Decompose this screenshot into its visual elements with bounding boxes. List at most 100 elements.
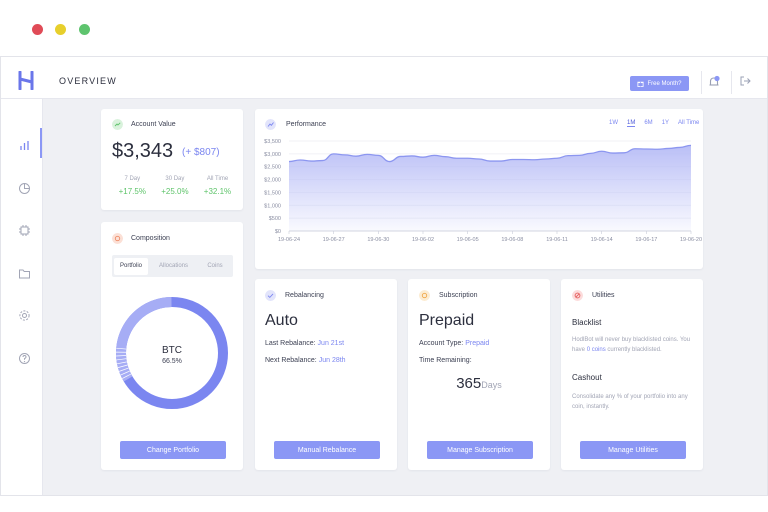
period-value: +17.5%	[118, 187, 146, 196]
tab-allocations[interactable]: Allocations	[158, 263, 188, 269]
composition-donut[interactable]	[115, 296, 229, 410]
composition-tabs: Portfolio Allocations Coins	[112, 255, 233, 277]
hodlbot-logo-icon[interactable]	[18, 71, 34, 90]
donut-slice-divider	[120, 370, 130, 376]
sidebar-item-overview-chart-bars-icon[interactable]	[18, 139, 31, 152]
sidebar-item-help-icon[interactable]	[18, 352, 31, 365]
y-tick-label: $2,500	[264, 165, 281, 171]
account-type-value: Prepaid	[465, 340, 490, 347]
time-remaining-value-row: 365Days	[408, 375, 550, 393]
range-all-time[interactable]: All Time	[678, 120, 700, 126]
donut-slice-divider	[118, 367, 129, 372]
period-value: +32.1%	[203, 187, 232, 196]
tab-coins[interactable]: Coins	[207, 263, 223, 269]
account-value-title: Account Value	[131, 121, 176, 128]
subscription-title: Subscription	[439, 292, 478, 299]
donut-center-coin: BTC	[162, 345, 182, 356]
performance-range-tabs: 1W 1M 6M 1Y All Time	[609, 120, 699, 127]
notification-bell-icon[interactable]	[707, 75, 721, 89]
donut-slice-divider	[116, 347, 127, 350]
check-icon	[265, 290, 276, 301]
free-month-label: Free Month?	[647, 80, 682, 87]
x-tick-label: 19-06-02	[412, 237, 434, 243]
next-rebalance-value: Jun 28th	[318, 357, 346, 364]
time-remaining-value: 365	[456, 375, 482, 392]
logout-icon[interactable]	[739, 75, 751, 87]
free-month-button[interactable]: Free Month?	[630, 76, 689, 91]
time-remaining-unit: Days	[481, 380, 502, 390]
donut-slice-divider	[116, 355, 127, 357]
x-tick-label: 19-06-17	[635, 237, 657, 243]
tab-portfolio[interactable]: Portfolio	[114, 257, 148, 275]
manage-utilities-button[interactable]: Manage Utilities	[580, 441, 686, 459]
rebalancing-card: Rebalancing Auto Last Rebalance: Jun 21s…	[255, 279, 397, 470]
x-tick-label: 19-06-30	[367, 237, 389, 243]
blacklist-coins-link[interactable]: 0 coins	[586, 347, 606, 353]
subscription-icon	[419, 290, 430, 301]
period-7-day: 7 Day +17.5%	[111, 176, 154, 196]
period-value: +25.0%	[161, 187, 189, 196]
sidebar-active-indicator	[40, 128, 42, 158]
sidebar-item-chip-icon[interactable]	[18, 224, 31, 237]
page-title: OVERVIEW	[59, 76, 117, 86]
y-tick-label: $1,000	[264, 203, 281, 209]
account-value-amount: $3,343	[112, 140, 174, 162]
manage-subscription-button[interactable]: Manage Subscription	[427, 441, 533, 459]
sidebar-item-folder-icon[interactable]	[18, 267, 31, 280]
y-tick-label: $1,500	[264, 190, 281, 196]
donut-slice-divider	[116, 358, 127, 361]
performance-title: Performance	[286, 121, 327, 128]
y-tick-label: $0	[275, 229, 281, 235]
maximize-window-dot[interactable]	[79, 24, 90, 35]
range-1m[interactable]: 1M	[627, 120, 636, 127]
x-tick-label: 19-06-20	[680, 237, 702, 243]
block-icon	[572, 290, 583, 301]
x-tick-label: 19-06-14	[591, 237, 613, 243]
last-rebalance-value: Jun 21st	[317, 340, 345, 347]
period-all-time: All Time +32.1%	[196, 176, 239, 196]
y-tick-label: $2,000	[264, 178, 281, 184]
subscription-plan: Prepaid	[419, 312, 475, 329]
sidebar-item-pie-chart-icon[interactable]	[18, 182, 31, 195]
next-rebalance-row: Next Rebalance: Jun 28th	[265, 357, 346, 364]
performance-chart[interactable]: $0 $500 $1,000 $1,500 $2,000 $2,500 $3,000 $3,5…	[255, 135, 703, 269]
minimize-window-dot[interactable]	[55, 24, 66, 35]
next-rebalance-label: Next Rebalance:	[265, 357, 317, 364]
cashout-description: Consolidate any % of your portfolio into…	[572, 394, 688, 410]
donut-segment-dividers	[116, 347, 132, 379]
performance-area	[289, 145, 691, 231]
x-tick-label: 19-06-08	[501, 237, 523, 243]
x-tick-label: 19-06-11	[546, 237, 568, 243]
trend-icon	[112, 119, 123, 130]
account-type-label: Account Type:	[419, 340, 464, 347]
composition-icon	[112, 233, 123, 244]
donut-slice-divider	[122, 373, 132, 379]
y-tick-label: $3,500	[264, 139, 281, 145]
topbar-divider	[701, 71, 702, 94]
utilities-card: Utilities Blacklist HodlBot will never b…	[561, 279, 703, 470]
range-1y[interactable]: 1Y	[661, 120, 670, 126]
range-1w[interactable]: 1W	[609, 120, 618, 126]
utilities-title: Utilities	[592, 292, 615, 299]
donut-segment-others[interactable]	[116, 297, 172, 382]
performance-line	[288, 144, 692, 163]
period-label: 30 Day	[165, 176, 185, 182]
period-30-day: 30 Day +25.0%	[154, 176, 197, 196]
change-portfolio-button[interactable]: Change Portfolio	[120, 441, 226, 459]
rebalancing-title: Rebalancing	[285, 292, 324, 299]
subscription-card: Subscription Prepaid Account Type: Prepa…	[408, 279, 550, 470]
time-remaining-label: Time Remaining:	[419, 357, 472, 364]
sidebar-item-settings-gear-icon[interactable]	[18, 309, 31, 322]
topbar-divider	[731, 71, 732, 94]
manual-rebalance-button[interactable]: Manual Rebalance	[274, 441, 380, 459]
period-label: 7 Day	[124, 176, 141, 182]
last-rebalance-row: Last Rebalance: Jun 21st	[265, 340, 344, 347]
account-value-card: Account Value $3,343 (+ $807) 7 Day +17.…	[101, 109, 243, 210]
range-6m[interactable]: 6M	[644, 120, 653, 126]
close-window-dot[interactable]	[32, 24, 43, 35]
donut-slice-divider	[116, 361, 127, 365]
blacklist-title: Blacklist	[572, 318, 602, 327]
last-rebalance-label: Last Rebalance:	[265, 340, 316, 347]
account-type-row: Account Type: Prepaid	[419, 340, 489, 347]
donut-center-percent: 66.5%	[162, 358, 182, 365]
